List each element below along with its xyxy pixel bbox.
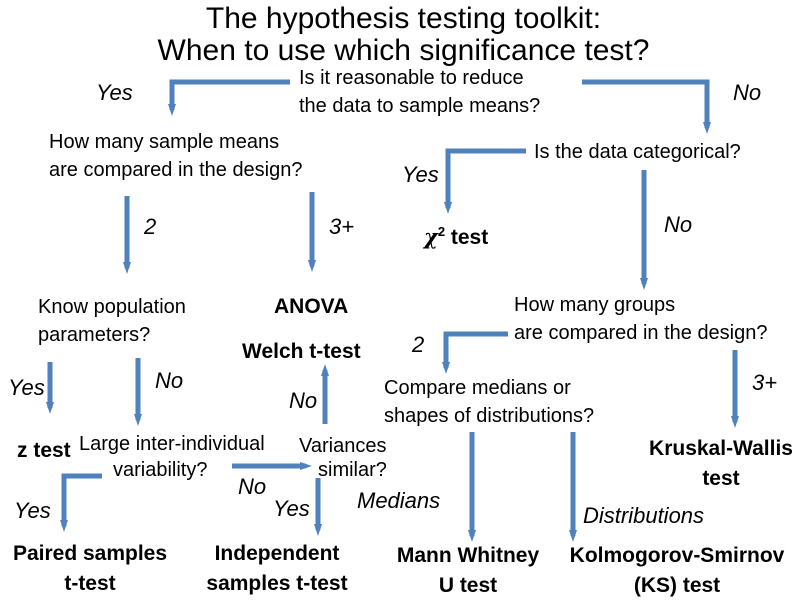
- question-interindividual-line-1: Large inter-individual: [79, 433, 265, 455]
- test-independent-line-2: samples t-test: [206, 572, 348, 595]
- chi-symbol: χ: [424, 224, 438, 249]
- question-sample-means-line-2: are compared in the design?: [49, 159, 303, 181]
- arrow-reduce-no: [582, 79, 711, 134]
- test-ks-line-2: (KS) test: [633, 574, 721, 597]
- label-categorical-yes: Yes: [402, 162, 439, 187]
- chi-superscript: 2: [437, 224, 446, 239]
- label-reduce-yes: Yes: [96, 80, 133, 105]
- test-chi-square: χ2 test: [424, 224, 488, 250]
- test-independent-line-1: Independent: [214, 542, 340, 565]
- question-groups-line-2: are compared in the design?: [514, 322, 768, 344]
- arrow-interindividual-yes: [60, 473, 102, 532]
- question-know-pop-line-2: parameters?: [38, 324, 151, 346]
- arrow-groups-two: [442, 331, 508, 374]
- test-kruskal-line-1: Kruskal-Wallis: [649, 437, 793, 460]
- question-variances-line-2: similar?: [318, 459, 387, 481]
- test-kruskal-line-2: test: [702, 467, 740, 490]
- arrow-categorical-yes: [444, 148, 526, 214]
- test-welch: Welch t-test: [242, 340, 361, 363]
- question-know-pop-line-1: Know population: [38, 296, 186, 318]
- label-categorical-no: No: [664, 212, 693, 237]
- label-medians: Medians: [357, 488, 441, 513]
- arrow-reduce-yes: [168, 79, 290, 116]
- label-variances-no: No: [289, 388, 318, 413]
- test-anova: ANOVA: [274, 295, 349, 318]
- question-medians-line-2: shapes of distributions?: [384, 405, 595, 427]
- label-interindividual-no: No: [238, 474, 267, 499]
- question-reduce-line-2: the data to sample means?: [299, 95, 541, 117]
- label-groups-three: 3+: [752, 370, 778, 395]
- label-variances-yes: Yes: [273, 496, 310, 521]
- label-know-no: No: [155, 368, 184, 393]
- label-interindividual-yes: Yes: [14, 498, 51, 523]
- question-categorical: Is the data categorical?: [534, 141, 741, 163]
- question-variances-line-1: Variances: [299, 435, 387, 457]
- label-distributions: Distributions: [583, 503, 705, 528]
- chi-word: test: [445, 226, 489, 249]
- question-groups-line-1: How many groups: [514, 294, 676, 316]
- question-reduce-line-1: Is it reasonable to reduce: [299, 67, 524, 89]
- test-ks-line-1: Kolmogorov-Smirnov: [569, 544, 785, 567]
- label-means-three: 3+: [329, 214, 355, 239]
- test-paired-line-1: Paired samples: [12, 542, 168, 565]
- question-sample-means-line-1: How many sample means: [49, 131, 280, 153]
- question-medians-line-1: Compare medians or: [384, 377, 571, 399]
- test-z: z test: [17, 439, 71, 462]
- label-reduce-no: No: [733, 80, 762, 105]
- test-mann-whitney-line-2: U test: [438, 574, 498, 597]
- title-line-2: When to use which significance test?: [157, 34, 650, 67]
- label-know-yes: Yes: [8, 375, 45, 400]
- label-groups-two: 2: [412, 332, 425, 357]
- test-paired-line-2: t-test: [64, 572, 116, 595]
- question-interindividual-line-2: variability?: [113, 459, 208, 481]
- test-mann-whitney-line-1: Mann Whitney: [396, 544, 540, 567]
- title-line-1: The hypothesis testing toolkit:: [205, 2, 602, 35]
- label-means-two: 2: [144, 214, 157, 239]
